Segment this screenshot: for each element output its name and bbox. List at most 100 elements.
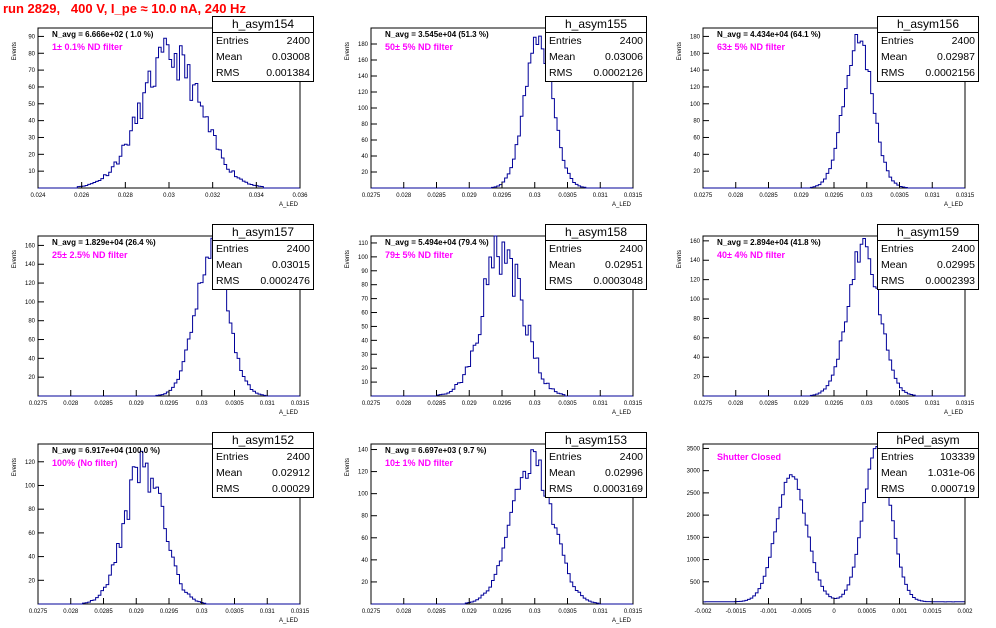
stats-key: Entries bbox=[216, 451, 249, 463]
filter-label: 1± 0.1% ND filter bbox=[52, 42, 123, 52]
stats-value: 0.0003048 bbox=[593, 275, 643, 287]
x-tick-label: 0.031 bbox=[260, 609, 276, 615]
x-tick-label: 0.0295 bbox=[160, 609, 179, 615]
y-axis-label: Events bbox=[345, 458, 351, 476]
histogram-svg: -0.002 -0.0015 -0.001 -0.0005 0 0.0005 0.001 0.… bbox=[687, 443, 973, 615]
y-tick-label: 120 bbox=[25, 460, 36, 466]
stats-value: 103339 bbox=[939, 451, 975, 463]
stats-value: 0.02995 bbox=[937, 259, 975, 271]
y-axis-label: Events bbox=[12, 458, 18, 476]
stats-row-mean: Mean 0.02951 bbox=[546, 257, 646, 273]
stats-value: 0.0002156 bbox=[925, 67, 975, 79]
histogram-svg: 0.0275 0.028 0.0285 0.029 0.0295 0.03 0.0305 0.… bbox=[345, 27, 643, 208]
stats-key: Entries bbox=[881, 35, 914, 47]
stats-row-entries: Entries 2400 bbox=[213, 449, 313, 465]
y-tick-label: 40 bbox=[693, 355, 700, 361]
stats-box: hPed_asym Entries 103339 Mean 1.031e-06 RMS 0.… bbox=[877, 432, 979, 498]
stats-value: 2400 bbox=[286, 451, 310, 463]
y-tick-label: 40 bbox=[361, 558, 368, 564]
histogram-panel-h_asym153: 0.0275 0.028 0.0285 0.029 0.0295 0.03 0.0305 0.… bbox=[333, 428, 653, 628]
x-tick-label: 0.034 bbox=[249, 193, 265, 199]
x-tick-label: -0.001 bbox=[760, 609, 778, 615]
histogram-svg: 0.024 0.026 0.028 0.03 0.032 0.034 0.036 10 20 30… bbox=[12, 27, 308, 208]
stats-value: 2400 bbox=[951, 35, 975, 47]
navg-label: N_avg = 5.494e+04 (79.4 %) bbox=[385, 238, 489, 247]
histogram-name: h_asym156 bbox=[878, 17, 978, 33]
x-tick-label: 0.029 bbox=[129, 609, 145, 615]
x-tick-label: 0.028 bbox=[396, 401, 412, 407]
y-tick-label: 140 bbox=[358, 448, 369, 454]
stats-value: 0.03008 bbox=[272, 51, 310, 63]
run-title: run 2829, 400 V, I_pe ≈ 10.0 nA, 240 Hz bbox=[3, 1, 246, 16]
stats-key: RMS bbox=[881, 67, 905, 79]
stats-value: 2400 bbox=[619, 35, 643, 47]
x-tick-label: 0.0315 bbox=[291, 401, 310, 407]
x-tick-label: 0.031 bbox=[925, 401, 941, 407]
x-tick-label: 0.031 bbox=[260, 401, 276, 407]
stats-row-mean: Mean 0.03006 bbox=[546, 49, 646, 65]
stats-value: 0.03006 bbox=[605, 51, 643, 63]
y-tick-label: 100 bbox=[25, 483, 36, 489]
stats-key: RMS bbox=[549, 67, 573, 79]
y-tick-label: 10 bbox=[361, 380, 368, 386]
y-tick-label: 80 bbox=[361, 514, 368, 520]
stats-key: Entries bbox=[216, 243, 249, 255]
y-tick-label: 2000 bbox=[687, 513, 701, 519]
stats-row-rms: RMS 0.0002393 bbox=[878, 273, 978, 289]
y-tick-label: 160 bbox=[690, 239, 701, 245]
x-tick-label: 0.029 bbox=[462, 401, 478, 407]
x-tick-label: 0.03 bbox=[529, 609, 541, 615]
x-tick-label: 0 bbox=[832, 609, 836, 615]
y-tick-label: 120 bbox=[690, 278, 701, 284]
y-tick-label: 80 bbox=[28, 319, 35, 325]
x-axis-label: A_LED bbox=[279, 410, 299, 416]
y-tick-label: 70 bbox=[28, 68, 35, 74]
x-tick-label: 0.0295 bbox=[493, 401, 512, 407]
histogram-line bbox=[38, 37, 300, 189]
stats-row-entries: Entries 2400 bbox=[546, 33, 646, 49]
x-tick-label: 0.036 bbox=[292, 193, 308, 199]
x-tick-label: 0.028 bbox=[63, 401, 79, 407]
histogram-name: h_asym155 bbox=[546, 17, 646, 33]
histogram-panel-h_asym154: 0.024 0.026 0.028 0.03 0.032 0.034 0.036 10 20 30… bbox=[0, 12, 320, 212]
stats-key: RMS bbox=[216, 275, 240, 287]
histogram-panel-h_asym152: 0.0275 0.028 0.0285 0.029 0.0295 0.03 0.0305 0.… bbox=[0, 428, 320, 628]
stats-row-mean: Mean 1.031e-06 bbox=[878, 465, 978, 481]
x-tick-label: 0.0305 bbox=[558, 193, 577, 199]
y-tick-label: 3000 bbox=[687, 469, 701, 475]
stats-row-rms: RMS 0.001384 bbox=[213, 65, 313, 81]
histogram-svg: 0.0275 0.028 0.0285 0.029 0.0295 0.03 0.0305 0.… bbox=[677, 27, 975, 208]
histogram-name: h_asym157 bbox=[213, 225, 313, 241]
stats-row-mean: Mean 0.02912 bbox=[213, 465, 313, 481]
stats-value: 0.02996 bbox=[605, 467, 643, 479]
stats-box: h_asym152 Entries 2400 Mean 0.02912 RMS 0.0002… bbox=[212, 432, 314, 498]
histogram-svg: 0.0275 0.028 0.0285 0.029 0.0295 0.03 0.0305 0.… bbox=[345, 443, 643, 624]
stats-box: h_asym154 Entries 2400 Mean 0.03008 RMS 0.0013… bbox=[212, 16, 314, 82]
y-tick-label: 90 bbox=[28, 34, 35, 40]
histogram-panel-h_asym159: 0.0275 0.028 0.0285 0.029 0.0295 0.03 0.0305 0.… bbox=[665, 220, 985, 420]
stats-row-entries: Entries 2400 bbox=[546, 241, 646, 257]
x-tick-label: 0.0315 bbox=[624, 193, 643, 199]
stats-value: 0.000719 bbox=[931, 483, 975, 495]
y-tick-label: 20 bbox=[361, 170, 368, 176]
stats-key: RMS bbox=[216, 483, 240, 495]
y-tick-label: 40 bbox=[361, 154, 368, 160]
stats-key: RMS bbox=[549, 483, 573, 495]
x-tick-label: 0.029 bbox=[794, 401, 810, 407]
y-tick-label: 20 bbox=[693, 375, 700, 381]
stats-value: 2400 bbox=[286, 35, 310, 47]
stats-value: 0.001384 bbox=[266, 67, 310, 79]
x-tick-label: 0.0305 bbox=[558, 609, 577, 615]
stats-value: 2400 bbox=[619, 243, 643, 255]
filter-label: 100% (No filter) bbox=[52, 458, 118, 468]
stats-key: Mean bbox=[549, 467, 576, 479]
y-tick-label: 60 bbox=[28, 85, 35, 91]
x-axis-label: A_LED bbox=[612, 618, 632, 624]
x-tick-label: 0.03 bbox=[861, 401, 873, 407]
filter-label: 25± 2.5% ND filter bbox=[52, 250, 128, 260]
stats-key: Mean bbox=[549, 259, 576, 271]
y-tick-label: 120 bbox=[358, 470, 369, 476]
stats-key: Entries bbox=[549, 451, 582, 463]
y-tick-label: 1500 bbox=[687, 535, 701, 541]
stats-value: 0.02987 bbox=[937, 51, 975, 63]
